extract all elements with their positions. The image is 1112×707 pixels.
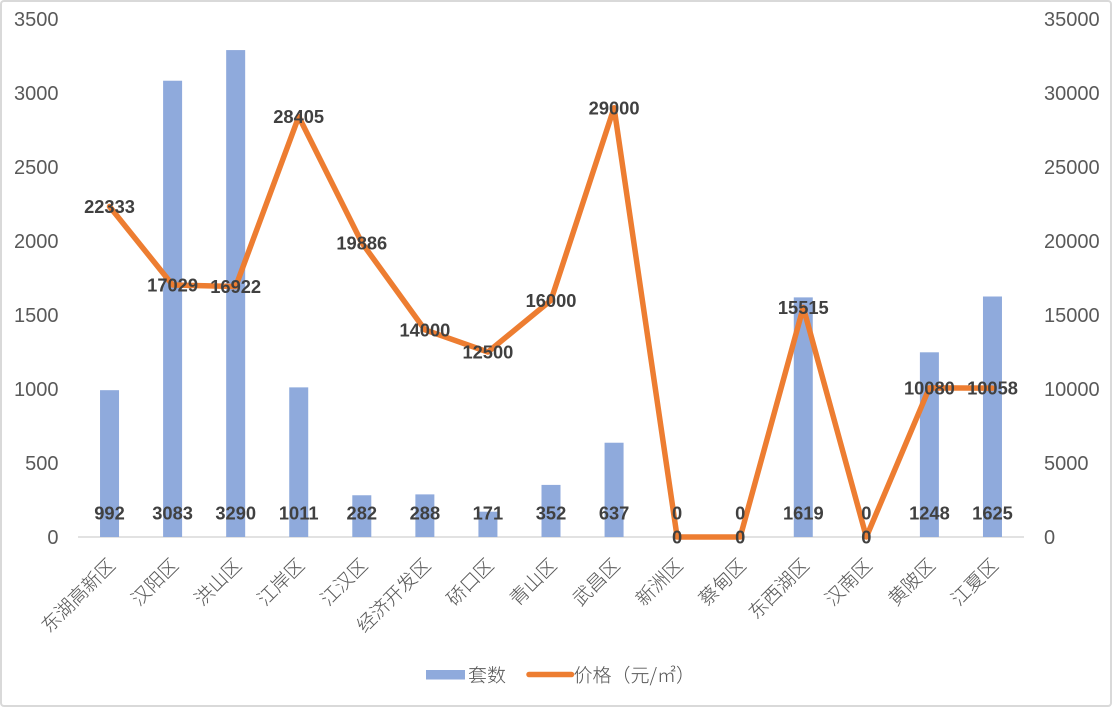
- svg-text:12500: 12500: [462, 342, 513, 363]
- svg-text:352: 352: [536, 503, 567, 524]
- svg-text:1000: 1000: [14, 379, 59, 401]
- svg-text:0: 0: [1044, 527, 1055, 549]
- svg-text:0: 0: [672, 527, 682, 548]
- svg-text:15515: 15515: [778, 297, 829, 318]
- svg-text:1500: 1500: [14, 305, 59, 327]
- svg-text:0: 0: [735, 503, 745, 524]
- svg-text:28405: 28405: [273, 106, 324, 127]
- svg-text:2000: 2000: [14, 231, 59, 253]
- svg-text:29000: 29000: [589, 97, 640, 118]
- svg-text:1619: 1619: [783, 503, 824, 524]
- svg-text:20000: 20000: [1044, 231, 1100, 253]
- svg-text:30000: 30000: [1044, 83, 1100, 105]
- svg-text:16922: 16922: [210, 276, 261, 297]
- svg-text:2500: 2500: [14, 157, 59, 179]
- svg-text:0: 0: [735, 527, 745, 548]
- svg-text:价格（元/㎡）: 价格（元/㎡）: [574, 661, 696, 688]
- svg-text:1625: 1625: [972, 503, 1013, 524]
- svg-text:1011: 1011: [279, 503, 319, 524]
- svg-text:500: 500: [25, 453, 58, 475]
- svg-text:5000: 5000: [1044, 453, 1089, 475]
- svg-text:288: 288: [410, 503, 441, 524]
- svg-text:10058: 10058: [967, 378, 1018, 399]
- svg-text:282: 282: [347, 503, 378, 524]
- svg-text:992: 992: [94, 503, 125, 524]
- svg-text:35000: 35000: [1044, 9, 1100, 31]
- svg-text:19886: 19886: [336, 232, 387, 253]
- svg-text:3500: 3500: [14, 9, 59, 31]
- svg-text:637: 637: [599, 503, 630, 524]
- svg-text:25000: 25000: [1044, 157, 1100, 179]
- svg-text:16000: 16000: [526, 290, 577, 311]
- svg-text:10080: 10080: [904, 377, 955, 398]
- svg-text:10000: 10000: [1044, 379, 1100, 401]
- svg-text:套数: 套数: [468, 661, 506, 688]
- svg-text:3083: 3083: [152, 503, 193, 524]
- svg-text:17029: 17029: [147, 275, 198, 296]
- svg-text:1248: 1248: [909, 503, 950, 524]
- svg-text:0: 0: [47, 527, 58, 549]
- svg-text:0: 0: [861, 527, 871, 548]
- svg-text:0: 0: [672, 503, 682, 524]
- svg-text:22333: 22333: [84, 196, 135, 217]
- svg-text:14000: 14000: [399, 319, 450, 340]
- svg-text:3000: 3000: [14, 83, 59, 105]
- svg-text:0: 0: [861, 503, 871, 524]
- svg-text:15000: 15000: [1044, 305, 1100, 327]
- svg-text:3290: 3290: [215, 503, 256, 524]
- svg-text:171: 171: [473, 503, 504, 524]
